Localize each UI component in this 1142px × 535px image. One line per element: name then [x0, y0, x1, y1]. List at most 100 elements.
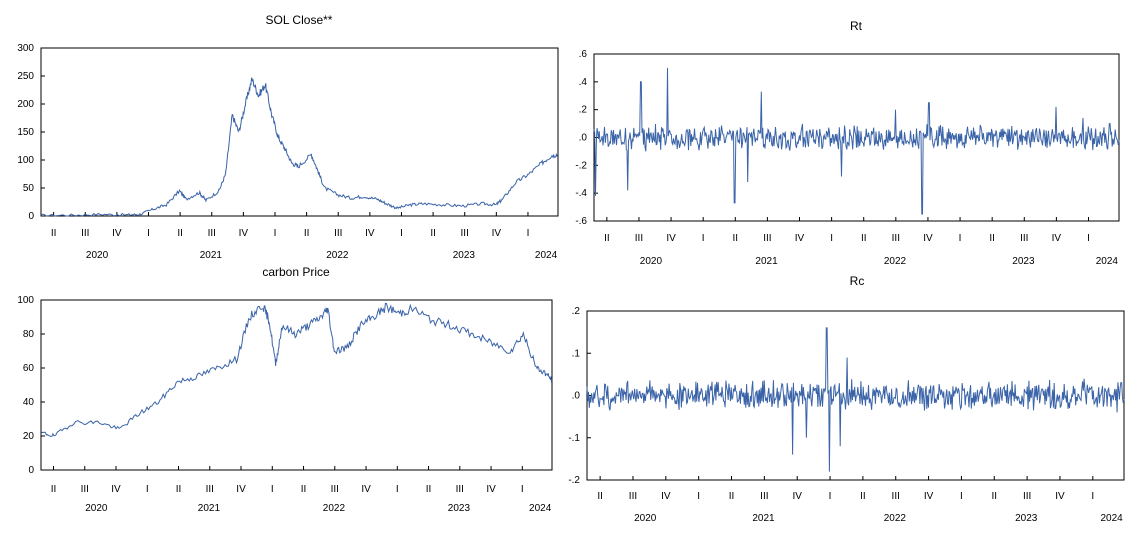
x-tick-label: IV [236, 484, 246, 495]
y-tick-label: 150 [17, 127, 34, 138]
x-tick-label: II [989, 233, 995, 244]
year-label: 2022 [884, 256, 907, 267]
y-axis: -.6 -.4 -.2 .0 .2 .4 .6 [575, 49, 598, 227]
year-label: 2020 [640, 256, 663, 267]
chart-title: Rt [850, 19, 863, 33]
x-tick-label: III [456, 484, 464, 495]
x-tick-label: IV [239, 228, 249, 239]
x-tick-label: I [147, 228, 150, 239]
series-line [40, 302, 553, 437]
x-tick-label: II [177, 228, 183, 239]
year-label: 2024 [1096, 256, 1119, 267]
x-tick-label: III [81, 228, 89, 239]
y-tick-label: 20 [23, 431, 35, 442]
x-tick-label: I [960, 491, 963, 502]
x-tick-label: IV [492, 228, 502, 239]
x-tick-label: I [702, 233, 705, 244]
y-tick-label: .6 [579, 49, 588, 60]
x-tick-label: II [733, 233, 739, 244]
x-tick-label: I [146, 484, 149, 495]
year-label: 2021 [200, 250, 223, 261]
y-tick-label: -.4 [575, 188, 587, 199]
x-tick-label: III [892, 491, 900, 502]
x-tick-label: I [527, 228, 530, 239]
y-tick-label: 200 [17, 99, 34, 110]
y-tick-label: 300 [17, 43, 34, 54]
y-tick-label: .1 [572, 348, 581, 359]
x-tick-label: IV [111, 484, 121, 495]
x-tick-label: IV [486, 484, 496, 495]
year-label: 2021 [198, 503, 221, 514]
x-tick-label: II [304, 228, 310, 239]
y-tick-label: 80 [23, 329, 35, 340]
y-tick-label: 0 [28, 465, 34, 476]
year-label: 2023 [448, 503, 471, 514]
chart-rc: Rc -.2-.1.0.1.2 II III IV I II III IV I II III IV I… [568, 274, 1125, 524]
x-tick-label: IV [924, 491, 934, 502]
x-tick-label: I [274, 228, 277, 239]
y-tick-label: 50 [23, 183, 35, 194]
chart-title: SOL Close** [266, 13, 333, 27]
y-axis: 0 20 40 60 80 100 [17, 295, 45, 476]
year-label: 2020 [85, 503, 108, 514]
x-tick-label: II [426, 484, 432, 495]
x-tick-label: II [604, 233, 610, 244]
x-tick-label: II [176, 484, 182, 495]
x-tick-label: III [206, 484, 214, 495]
x-tick-label: III [760, 491, 768, 502]
x-tick-label: I [521, 484, 524, 495]
x-tick-label: IV [666, 233, 676, 244]
y-tick-label: -.6 [575, 216, 587, 227]
year-label: 2024 [1101, 513, 1124, 524]
x-tick-label: IV [923, 233, 933, 244]
x-tick-label: II [51, 228, 57, 239]
x-tick-label: III [208, 228, 216, 239]
y-tick-label: .4 [579, 77, 588, 88]
x-tick-label: I [1087, 233, 1090, 244]
chart-rt: Rt -.6-.4-.2.0.2.4.6 II III IV I II III IV I II I… [575, 19, 1120, 267]
x-tick-label: II [860, 491, 866, 502]
x-tick-label: IV [795, 233, 805, 244]
x-tick-label: IV [661, 491, 671, 502]
x-tick-label: III [461, 228, 469, 239]
y-tick-label: .2 [579, 105, 588, 116]
y-tick-label: -.2 [568, 475, 580, 486]
x-tick-label: II [991, 491, 997, 502]
y-axis: 0 50 100 150 200 250 300 [17, 43, 45, 222]
y-tick-label: -.1 [568, 433, 580, 444]
x-tick-label: II [51, 484, 57, 495]
chart-title: carbon Price [262, 265, 330, 279]
plot-frame [40, 47, 559, 217]
y-tick-label: 100 [17, 155, 34, 166]
x-tick-label: III [763, 233, 771, 244]
y-axis: -.2 -.1 .0 .1 .2 [568, 306, 591, 486]
year-label: 2021 [755, 256, 778, 267]
year-label: 2022 [323, 503, 346, 514]
x-tick-label: IV [792, 491, 802, 502]
year-label: 2024 [529, 503, 552, 514]
x-tick-label: I [830, 233, 833, 244]
x-tick-label: III [1020, 233, 1028, 244]
plot-frame [40, 299, 553, 471]
y-tick-label: -.2 [575, 160, 587, 171]
series-line [586, 327, 1125, 472]
x-tick-label: I [400, 228, 403, 239]
x-tick-label: IV [1052, 233, 1062, 244]
x-tick-label: III [892, 233, 900, 244]
year-label: 2023 [1015, 513, 1038, 524]
year-label: 2022 [326, 250, 349, 261]
y-tick-label: .0 [579, 133, 588, 144]
chart-title: Rc [850, 274, 865, 288]
x-tick-label: I [829, 491, 832, 502]
x-tick-label: II [861, 233, 867, 244]
year-label: 2020 [86, 250, 109, 261]
x-tick-label: I [1091, 491, 1094, 502]
x-tick-label: IV [365, 228, 375, 239]
series-line [40, 77, 559, 217]
